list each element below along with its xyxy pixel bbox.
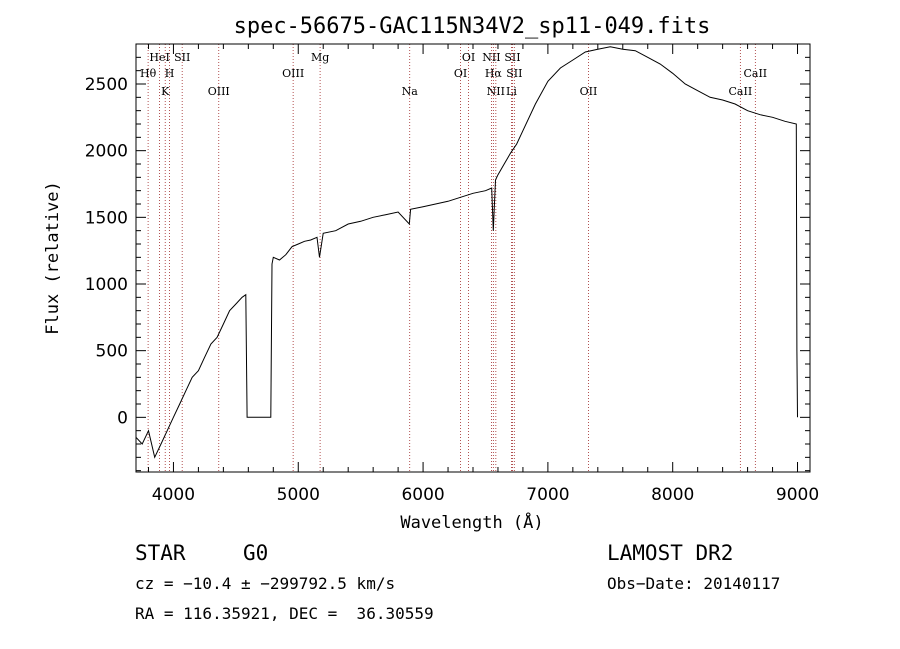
spectral-line-label: SII bbox=[504, 51, 520, 64]
spectral-line-label: OIII bbox=[208, 85, 230, 98]
spectral-line-label: Li bbox=[506, 85, 517, 98]
spectral-line-label: NII bbox=[482, 51, 500, 64]
object-class: STAR bbox=[135, 541, 186, 565]
y-tick-label: 0 bbox=[117, 408, 128, 428]
spectral-line-label: Hα bbox=[485, 67, 503, 80]
y-tick-label: 1000 bbox=[85, 275, 128, 295]
x-tick-label: 7000 bbox=[526, 485, 569, 505]
spectral-line-label: HeI bbox=[149, 51, 169, 64]
x-tick-label: 9000 bbox=[776, 485, 819, 505]
y-tick-label: 1500 bbox=[85, 208, 128, 228]
y-tick-label: 2000 bbox=[85, 142, 128, 162]
spectral-line-label: OIII bbox=[282, 67, 304, 80]
spectral-line-label: Hθ bbox=[140, 67, 157, 80]
survey-label: LAMOST DR2 bbox=[607, 541, 734, 565]
spectral-line-label: H bbox=[165, 67, 175, 80]
spectral-line-label: SII bbox=[506, 67, 522, 80]
chart-title: spec-56675-GAC115N34V2_sp11-049.fits bbox=[234, 14, 711, 39]
spectral-line-label: Na bbox=[402, 85, 419, 98]
spectral-line-label: CaII bbox=[729, 85, 753, 98]
x-axis-label: Wavelength (Å) bbox=[400, 511, 543, 533]
spectral-line-label: Mg bbox=[311, 51, 329, 64]
spectral-line-label: OI bbox=[454, 67, 467, 80]
cz-readout: cz = −10.4 ± −299792.5 km/s bbox=[135, 574, 396, 593]
x-tick-label: 6000 bbox=[401, 485, 444, 505]
axis-ticks: 4000 5000 6000 7000 8000 9000 0 500 1000 1500 2000… bbox=[85, 43, 819, 505]
plot-frame bbox=[135, 43, 811, 473]
spectral-line-label: OI bbox=[462, 51, 475, 64]
x-tick-label: 8000 bbox=[651, 485, 694, 505]
spectrum-line bbox=[135, 46, 798, 459]
y-axis-label: Flux (relative) bbox=[43, 181, 63, 335]
spectral-line-label: SII bbox=[174, 51, 190, 64]
spectral-line-label: NII bbox=[487, 85, 505, 98]
subclass: G0 bbox=[243, 541, 269, 565]
spectral-line-label: OII bbox=[580, 85, 598, 98]
coordinates: RA = 116.35921, DEC = 36.30559 bbox=[135, 604, 434, 623]
obs-date: Obs−Date: 20140117 bbox=[607, 574, 781, 593]
spectral-line-label: K bbox=[161, 85, 170, 98]
x-tick-label: 5000 bbox=[277, 485, 320, 505]
spectral-line-label: CaII bbox=[743, 67, 767, 80]
y-tick-label: 500 bbox=[96, 342, 128, 362]
y-tick-label: 2500 bbox=[85, 75, 128, 95]
x-tick-label: 4000 bbox=[152, 485, 195, 505]
